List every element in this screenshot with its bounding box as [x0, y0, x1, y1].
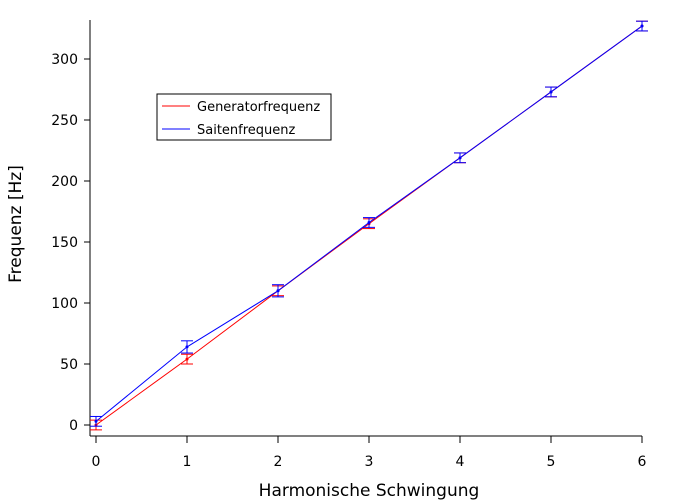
data-point: [276, 289, 280, 293]
legend-box: [156, 93, 332, 141]
y-axis-title: Frequenz [Hz]: [6, 165, 26, 283]
data-point: [185, 357, 189, 361]
axes: 0 50 100 150 200 250 300 0 1 2 3 4 5 6: [51, 20, 647, 470]
y-tick-label: 300: [51, 52, 78, 68]
y-tick-label: 0: [69, 418, 78, 434]
data-point: [458, 156, 462, 160]
x-tick-label: 4: [456, 454, 465, 470]
series-layer: [90, 20, 648, 431]
data-point: [640, 24, 644, 28]
x-axis-title: Harmonische Schwingung: [259, 481, 480, 500]
x-tick-label: 6: [638, 454, 647, 470]
y-tick-label: 150: [51, 235, 78, 251]
data-point: [185, 345, 189, 349]
x-tick-label: 5: [547, 454, 556, 470]
y-tick-label: 100: [51, 296, 78, 312]
y-tick-label: 250: [51, 113, 78, 129]
legend-label-generatorfrequenz: Generatorfrequenz: [197, 100, 320, 115]
y-tick-label: 200: [51, 174, 78, 190]
legend: Generatorfrequenz Saitenfrequenz: [156, 93, 332, 141]
y-tick-label: 50: [60, 357, 78, 373]
x-tick-label: 3: [365, 454, 374, 470]
data-point: [94, 419, 98, 423]
legend-label-saitenfrequenz: Saitenfrequenz: [197, 123, 296, 138]
x-tick-label: 1: [183, 454, 192, 470]
x-tick-label: 2: [274, 454, 283, 470]
x-tick-label: 0: [92, 454, 101, 470]
data-point: [549, 90, 553, 94]
series-saitenfrequenz: [90, 20, 648, 427]
data-point: [367, 220, 371, 224]
